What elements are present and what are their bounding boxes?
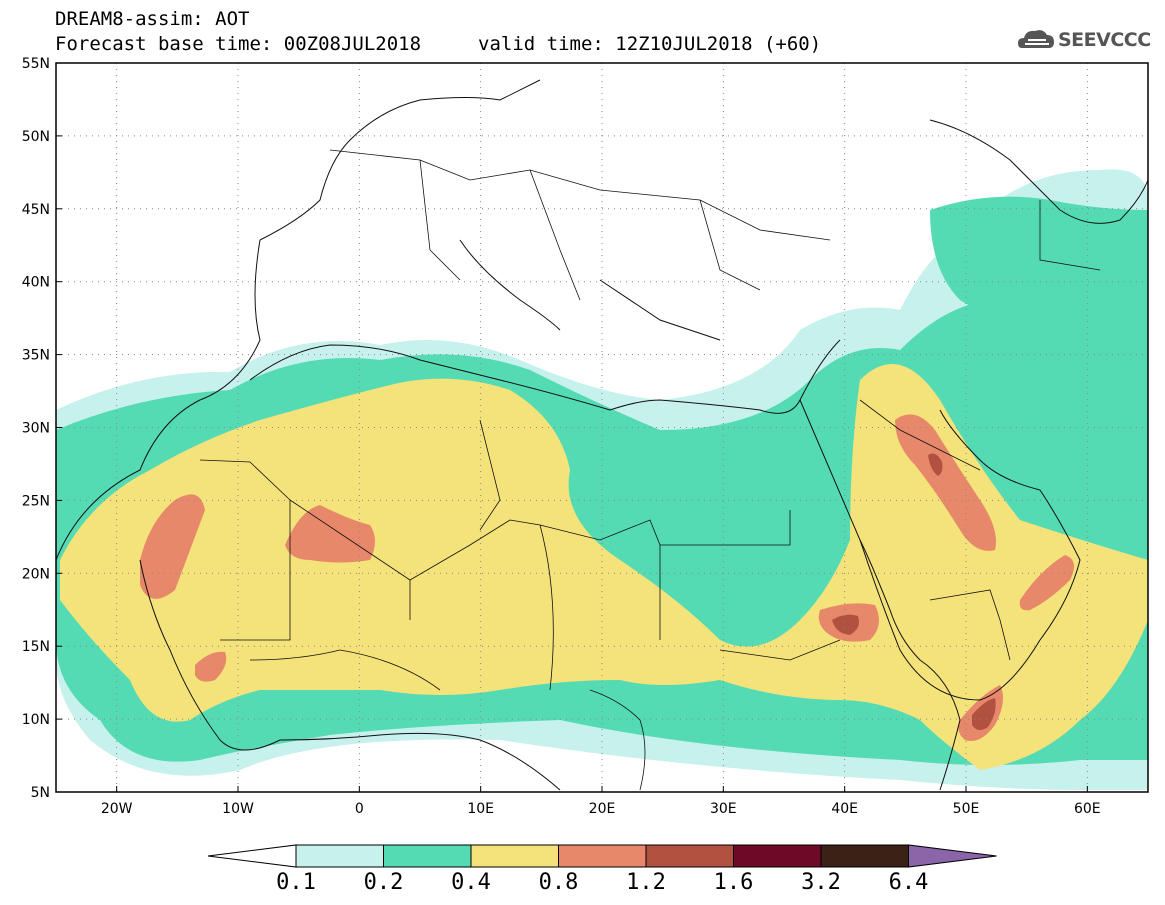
- logo-text: SEEVCCC: [1058, 29, 1151, 51]
- lon-label: 20E: [589, 801, 616, 817]
- lat-label: 10N: [22, 712, 50, 728]
- colorbar-swatch: [295, 844, 384, 868]
- colorbar-level-label: 6.4: [889, 870, 929, 895]
- colorbar-swatch: [558, 844, 647, 868]
- colorbar-level-label: 3.2: [801, 870, 841, 895]
- lat-label: 25N: [22, 493, 50, 509]
- colorbar-swatch: [383, 844, 472, 868]
- longitude-labels: 20W 10W 0 10E 20E 30E 40E 50E 60E: [101, 786, 1101, 817]
- lat-label: 20N: [22, 566, 50, 582]
- aot-0.8-oman: [1019, 555, 1074, 611]
- country-borders: [199, 149, 1101, 791]
- colorbar-level-label: 1.6: [714, 870, 754, 895]
- colorbar-level-label: 0.1: [276, 870, 316, 895]
- colorbar-swatch: [820, 844, 909, 868]
- forecast-base-time: Forecast base time: 00Z08JUL2018: [55, 33, 422, 55]
- colorbar-level-label: 0.8: [539, 870, 579, 895]
- lon-label: 30E: [710, 801, 737, 817]
- lon-label: 40E: [831, 801, 858, 817]
- aot-0.2-caspian: [930, 196, 1148, 320]
- colorbar-labels: 0.1 0.2 0.4 0.8 1.2 1.6 3.2 6.4: [276, 870, 928, 895]
- lon-label: 10W: [222, 801, 254, 817]
- aot-0.4-region: [60, 364, 1148, 770]
- lon-label: 20W: [101, 801, 133, 817]
- colorbar-swatch: [470, 844, 559, 868]
- chart-title: DREAM8-assim: AOT: [55, 8, 250, 30]
- coastlines: [55, 79, 1149, 791]
- lon-label: 50E: [953, 801, 980, 817]
- aot-0.8-iraq: [895, 414, 996, 551]
- aot-1.2-somalia: [972, 698, 996, 731]
- lat-label: 30N: [22, 421, 50, 437]
- aot-field: [56, 169, 1148, 790]
- aot-0.8-algeria: [285, 505, 375, 563]
- lon-label: 0: [355, 801, 364, 817]
- lat-label: 15N: [22, 639, 50, 655]
- aot-1.2-iraq: [928, 453, 943, 476]
- lon-label: 60E: [1074, 801, 1101, 817]
- aot-0.8-guinea: [195, 651, 227, 682]
- aot-1.2-ethiopia: [832, 614, 859, 635]
- lon-label: 10E: [467, 801, 494, 817]
- lat-label: 50N: [22, 129, 50, 145]
- colorbar-level-label: 0.4: [451, 870, 491, 895]
- lat-label: 55N: [22, 56, 50, 72]
- colorbar-swatch: [645, 844, 734, 868]
- cloud-logo-icon: [1018, 30, 1054, 48]
- colorbar: [207, 844, 997, 868]
- colorbar-swatch: [733, 844, 822, 868]
- lat-label: 40N: [22, 275, 50, 291]
- aot-0.8-west-sahara: [140, 494, 205, 599]
- lat-label: 5N: [31, 785, 50, 801]
- lat-label: 45N: [22, 202, 50, 218]
- latitude-labels: 55N 50N 45N 40N 35N 30N 25N 20N 15N 10N 5N: [22, 56, 62, 801]
- colorbar-level-label: 0.2: [364, 870, 404, 895]
- colorbar-level-label: 1.2: [626, 870, 666, 895]
- colorbar-low-triangle: [207, 844, 297, 868]
- valid-time: valid time: 12Z10JUL2018 (+60): [478, 33, 822, 55]
- colorbar-high-triangle: [908, 844, 997, 868]
- lat-label: 35N: [22, 348, 50, 364]
